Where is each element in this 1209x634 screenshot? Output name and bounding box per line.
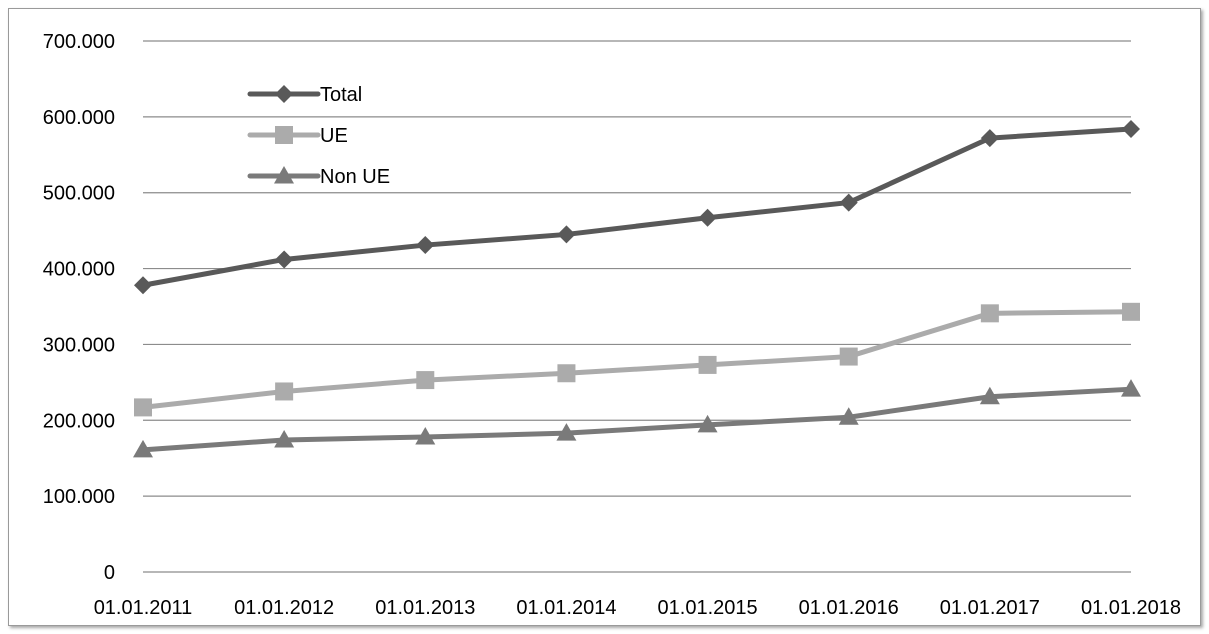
legend-label: UE [320,125,348,147]
data-point [274,430,295,448]
series-lines [133,119,1141,458]
data-point [275,382,294,401]
x-tick-label: 01.01.2011 [94,597,193,619]
x-tick-label: 01.01.2016 [799,597,899,619]
x-tick-label: 01.01.2018 [1081,597,1181,619]
data-point [1121,379,1141,397]
x-tick-label: 01.01.2014 [516,597,616,619]
data-point [838,407,859,425]
data-point [698,355,717,374]
y-tick-label: 0 [104,562,115,584]
gridlines [143,40,1131,573]
series-line [140,386,1134,453]
x-tick-label: 01.01.2013 [375,597,475,619]
data-point [556,423,577,441]
series-ue [134,302,1140,417]
data-point [416,371,435,390]
y-tick-label: 400.000 [43,259,115,281]
data-point [980,304,999,323]
data-point [839,347,858,366]
y-tick-label: 600.000 [43,107,115,129]
series-line [140,309,1134,410]
chart-frame [8,8,1201,626]
data-point [134,276,152,295]
legend-label: Non UE [320,166,390,188]
y-tick-label: 700.000 [43,31,115,53]
data-point [1122,302,1140,321]
data-point [416,236,435,255]
data-point [698,208,717,227]
x-tick-label: 01.01.2017 [940,597,1040,619]
data-point [275,250,294,269]
data-point [1122,119,1140,138]
y-tick-label: 100.000 [43,486,115,508]
legend-marker [274,166,294,184]
x-tick-label: 01.01.2015 [658,597,758,619]
series-line [140,126,1134,288]
legend-marker [275,85,293,103]
data-point [557,364,576,383]
data-point [697,414,718,433]
x-tick-label: 01.01.2012 [234,597,334,619]
data-point [979,386,1000,405]
y-tick-label: 500.000 [43,183,115,205]
x-axis-tick-labels: 01.01.2011 01.01.2012 01.01.2013 01.01.2014… [94,597,1181,619]
y-axis-tick-labels: 0 100.000 200.000 300.000 400.000 500.000 600.… [43,31,115,584]
legend-entry: Non UE [247,166,390,188]
data-point [839,193,858,212]
data-point [980,129,999,148]
data-point [134,398,152,417]
legend: Total UE Non UE [247,84,390,188]
y-tick-label: 200.000 [43,410,115,432]
series-total [134,119,1140,295]
data-point [133,439,153,458]
legend-entry: Total [247,84,362,106]
y-tick-label: 300.000 [43,334,115,356]
legend-marker [275,126,293,144]
series-non-ue [133,379,1141,458]
legend-entry: UE [247,125,348,147]
legend-label: Total [320,84,362,106]
data-point [415,426,436,445]
data-point [557,225,576,244]
